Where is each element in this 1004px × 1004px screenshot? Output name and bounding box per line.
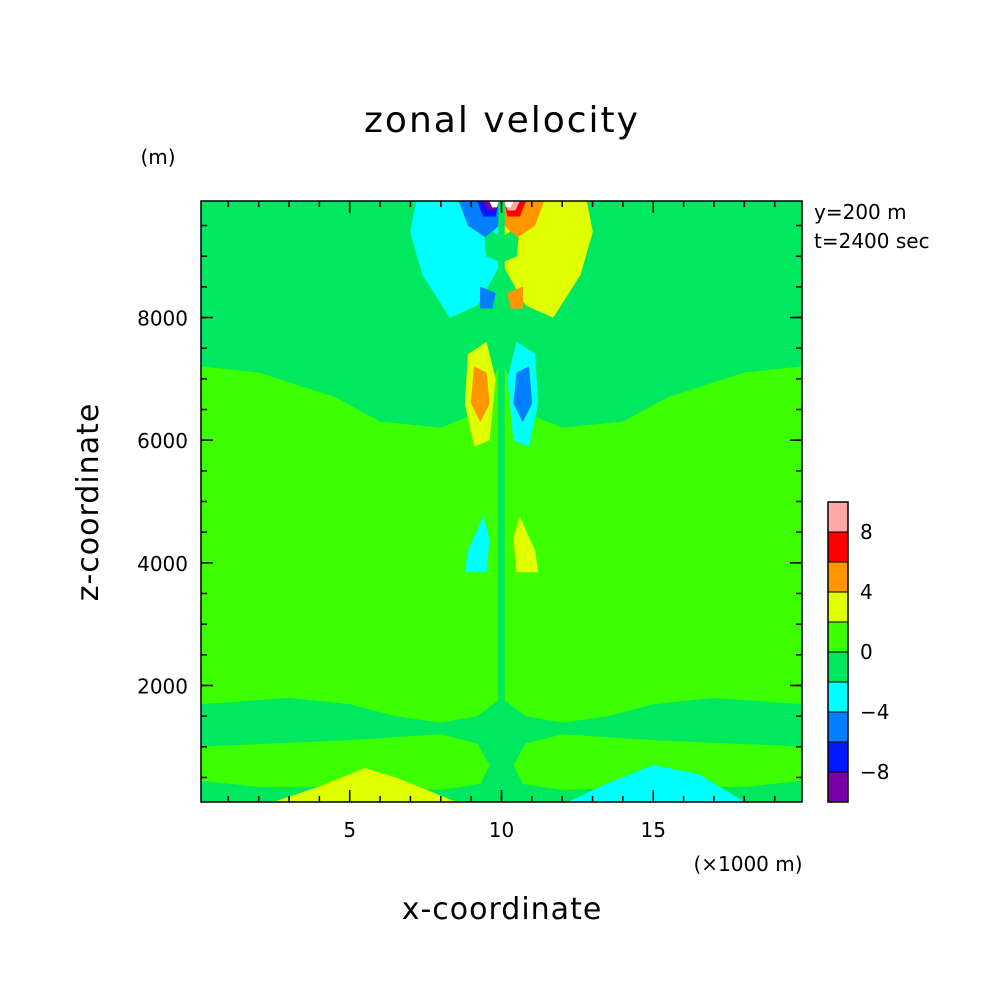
annotation-time: t=2400 sec (814, 229, 930, 253)
y-tick-label: 4000 (137, 552, 188, 576)
y-axis-unit: (m) (140, 145, 175, 169)
colorbar-segment (828, 562, 848, 592)
contour-region-8 (513, 734, 802, 790)
colorbar-segment (828, 682, 848, 712)
contour-region-19 (480, 286, 496, 309)
plot-area (201, 201, 802, 802)
contour-region-9 (273, 768, 457, 802)
colorbar-segment (828, 622, 848, 652)
colorbar-segment (828, 592, 848, 622)
colorbar: −8 −4 0 4 8 (827, 501, 889, 803)
contour-region-6 (501, 365, 802, 674)
contour-region-16 (513, 516, 539, 573)
colorbar-tick-label: 4 (860, 580, 873, 604)
colorbar-segment (828, 532, 848, 562)
contour-region-28 (504, 201, 514, 208)
axis-tick-labels: 5 10 15 2000 4000 6000 8000 (137, 307, 666, 842)
colorbar-segment (828, 742, 848, 772)
colorbar-segment (828, 502, 848, 532)
colorbar-tick-label: −4 (860, 700, 889, 724)
y-axis-title: z-coordinate (71, 403, 106, 602)
x-axis-unit: (×1000 m) (693, 852, 802, 876)
contour-region-15 (464, 516, 490, 573)
annotation-y-position: y=200 m (814, 200, 907, 224)
colorbar-tick-label: −8 (860, 760, 889, 784)
x-axis-title: x-coordinate (402, 892, 603, 927)
contour-region-30 (498, 201, 505, 802)
chart-title: zonal velocity (364, 100, 640, 141)
colorbar-segment (828, 772, 848, 802)
contour-regions (201, 201, 802, 802)
y-tick-label: 2000 (137, 674, 188, 698)
x-tick-label: 10 (489, 818, 514, 842)
colorbar-tick-label: 8 (860, 520, 873, 544)
y-tick-label: 8000 (137, 307, 188, 331)
y-tick-label: 6000 (137, 429, 188, 453)
colorbar-tick-label: 0 (860, 640, 873, 664)
contour-region-7 (201, 734, 490, 790)
x-tick-label: 15 (641, 818, 666, 842)
contour-region-27 (489, 201, 499, 208)
contour-region-10 (568, 764, 745, 802)
colorbar-segment (828, 712, 848, 742)
contour-region-18 (513, 366, 533, 423)
contour-region-20 (507, 286, 523, 309)
x-tick-label: 5 (343, 818, 356, 842)
axis-ticks (201, 201, 802, 802)
colorbar-segment (828, 652, 848, 682)
contour-region-17 (470, 366, 490, 423)
